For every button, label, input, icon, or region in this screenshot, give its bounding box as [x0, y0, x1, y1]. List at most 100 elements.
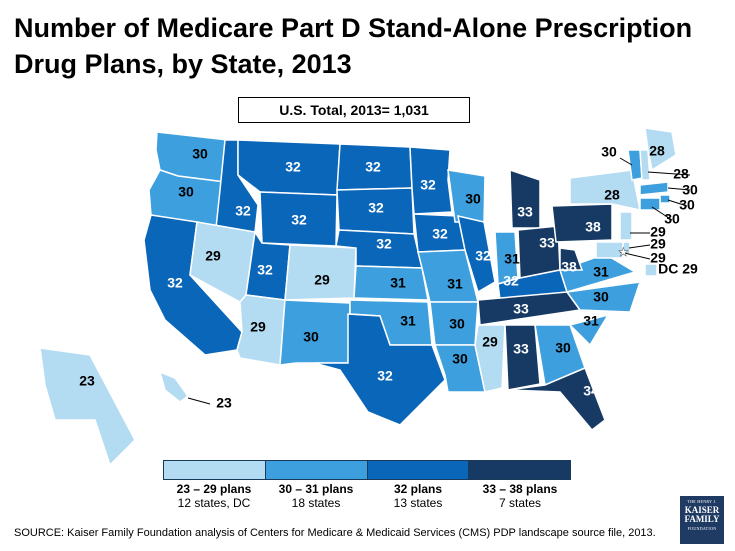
- state-value-pa: 38: [585, 219, 601, 235]
- leader-line-ri: [667, 199, 688, 207]
- legend-range: 23 – 29 plans: [176, 482, 252, 496]
- legend-count: 7 states: [498, 496, 542, 510]
- state-md: [595, 241, 624, 259]
- leader-line-ma: [667, 187, 691, 191]
- state-nh: [639, 149, 651, 181]
- state-value-me: 28: [649, 143, 665, 159]
- state-value-mo: 31: [447, 276, 463, 292]
- leader-line-hi: [187, 397, 211, 405]
- legend-count: 12 states, DC: [177, 496, 251, 510]
- state-value-la: 30: [452, 351, 468, 367]
- legend-item-1: 23 – 29 plans 12 states, DC: [163, 480, 265, 510]
- logo-line-2: KAISER: [684, 505, 720, 515]
- legend-swatch-33-38: [469, 461, 570, 479]
- state-value-mi: 33: [517, 204, 533, 220]
- state-value-ct: 30: [664, 211, 680, 227]
- state-ms: [474, 324, 506, 393]
- us-total-box: U.S. Total, 2013= 1,031: [238, 97, 470, 123]
- source-note: SOURCE: Kaiser Family Foundation analysi…: [14, 527, 656, 539]
- state-value-vt: 30: [601, 144, 617, 160]
- legend-range: 32 plans: [393, 482, 443, 496]
- state-value-fl: 34: [583, 383, 599, 399]
- state-value-nh: 28: [673, 166, 689, 182]
- legend-color-bar: [163, 460, 571, 480]
- state-value-de: 29: [650, 236, 666, 252]
- state-value-or: 30: [178, 184, 194, 200]
- leader-line-ct: [651, 206, 673, 221]
- state-value-tx: 32: [377, 368, 393, 384]
- map-title-line-2: Drug Plans, by State, 2013: [14, 49, 352, 79]
- state-mn: [409, 146, 453, 215]
- state-hi: [158, 370, 190, 403]
- leader-line-md: [619, 251, 651, 260]
- state-value-co: 29: [314, 272, 330, 288]
- state-value-ri: 30: [679, 197, 695, 213]
- state-al: [504, 324, 541, 391]
- map-title: Number of Medicare Part D Stand-Alone Pr…: [14, 10, 714, 82]
- state-value-ut: 32: [257, 262, 273, 278]
- state-ri: [659, 194, 671, 204]
- state-fl: [507, 367, 606, 432]
- state-value-ia: 32: [432, 226, 448, 242]
- state-value-wv: 38: [561, 259, 577, 275]
- legend: 23 – 29 plans 12 states, DC 30 – 31 plan…: [163, 460, 571, 510]
- state-ct: [639, 197, 661, 211]
- state-value-nj: 29: [650, 224, 666, 240]
- state-ks: [353, 265, 429, 301]
- state-value-id: 32: [235, 203, 251, 219]
- state-ak: [39, 347, 136, 467]
- state-value-mn: 32: [420, 177, 436, 193]
- state-value-al: 33: [513, 341, 529, 357]
- state-value-nm: 30: [303, 329, 319, 345]
- state-value-oh: 33: [539, 235, 555, 251]
- state-me: [644, 127, 677, 172]
- legend-count: 13 states: [393, 496, 443, 510]
- state-value-mt: 32: [285, 159, 301, 175]
- state-value-hi: 23: [216, 395, 232, 411]
- leader-line-de: [628, 244, 651, 249]
- state-value-ga: 30: [555, 340, 571, 356]
- state-value-va: 31: [593, 264, 609, 280]
- state-tn: [477, 291, 582, 326]
- state-value-ar: 30: [449, 316, 465, 332]
- kff-logo: THE HENRY J. KAISER FAMILY FOUNDATION: [680, 496, 724, 544]
- state-value-nv: 29: [205, 248, 221, 264]
- state-nj: [619, 211, 633, 241]
- state-value-az: 29: [250, 319, 266, 335]
- state-value-ne: 32: [376, 236, 392, 252]
- state-value-il: 32: [475, 248, 491, 264]
- logo-line-3: FAMILY: [684, 514, 720, 524]
- state-nc: [565, 281, 642, 313]
- legend-item-2: 30 – 31 plans 18 states: [265, 480, 367, 510]
- state-value-in: 31: [504, 251, 520, 267]
- state-value-sc: 31: [583, 313, 599, 329]
- state-value-ok: 31: [400, 313, 416, 329]
- state-value-nd: 32: [365, 159, 381, 175]
- legend-swatch-30-31: [265, 461, 368, 479]
- state-value-ny: 28: [604, 187, 620, 203]
- state-value-wa: 30: [192, 146, 208, 162]
- state-il: [457, 215, 496, 294]
- state-value-ky: 32: [503, 273, 519, 289]
- logo-line-4: FOUNDATION: [687, 526, 717, 531]
- state-ny: [569, 169, 641, 211]
- state-value-sd: 32: [368, 200, 384, 216]
- state-value-wy: 32: [291, 212, 307, 228]
- state-value-ms: 29: [482, 334, 498, 350]
- state-value-wi: 30: [465, 191, 481, 207]
- legend-range: 30 – 31 plans: [278, 482, 354, 496]
- logo-line-1: THE HENRY J.: [687, 499, 717, 504]
- state-ma: [639, 181, 669, 196]
- state-dc: [644, 263, 658, 277]
- state-value-ma: 30: [682, 182, 698, 198]
- state-la: [433, 344, 486, 393]
- dc-star-icon: ★: [618, 245, 629, 259]
- state-value-tn: 33: [513, 301, 529, 317]
- state-pa: [551, 203, 613, 243]
- state-value-md: 29: [650, 250, 666, 266]
- legend-range: 33 – 38 plans: [482, 482, 558, 496]
- legend-swatch-32: [367, 461, 470, 479]
- legend-item-4: 33 – 38 plans 7 states: [469, 480, 571, 510]
- state-tx: [313, 313, 446, 426]
